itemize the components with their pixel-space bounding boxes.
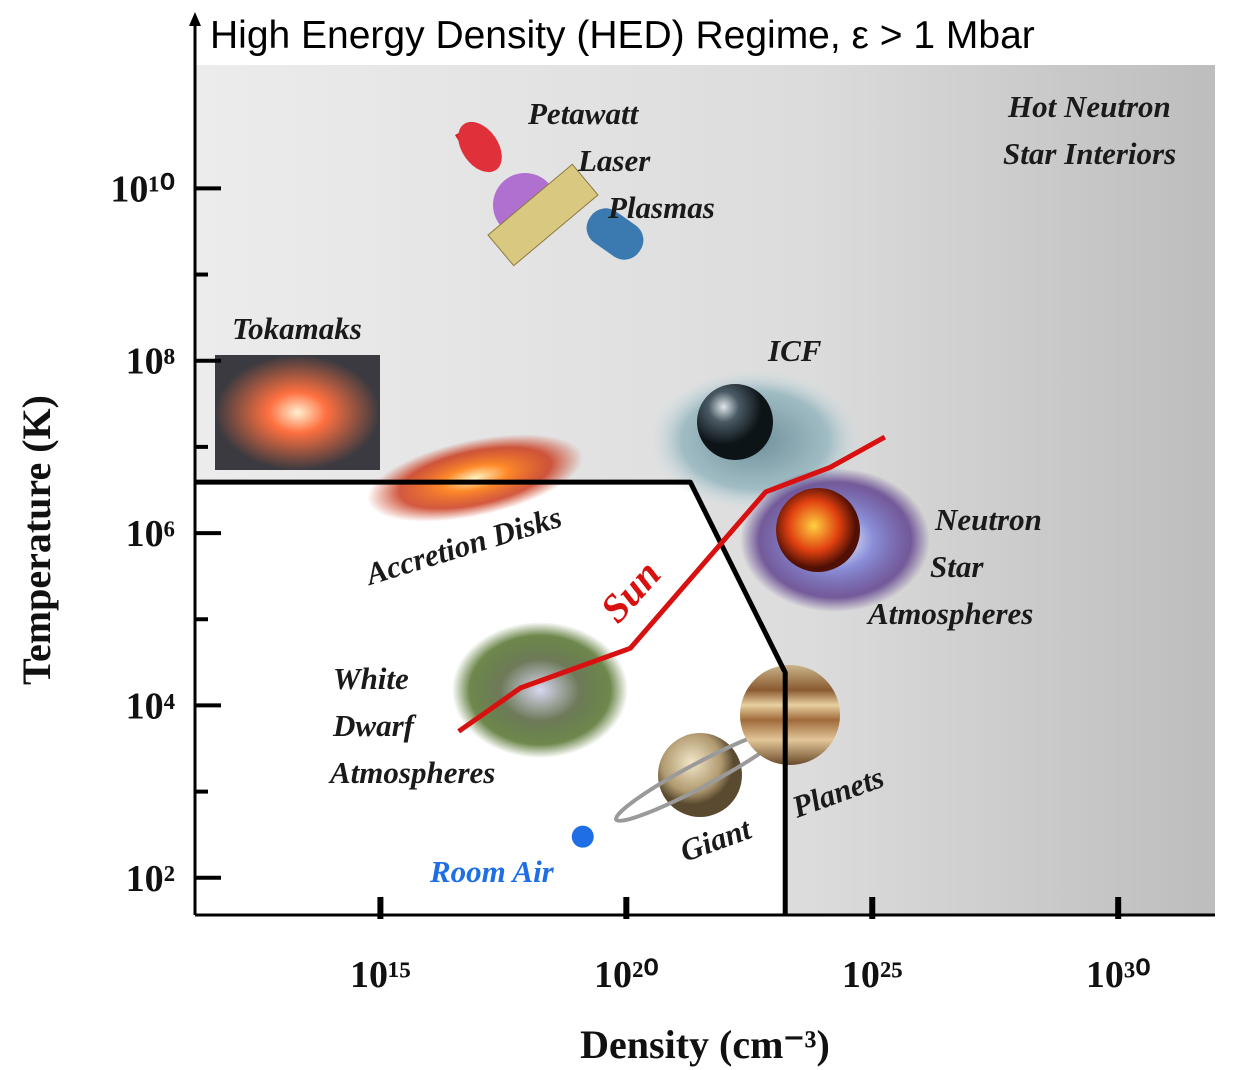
x-tick-label: 10¹⁵ — [350, 954, 411, 996]
annotation: Dwarf — [332, 708, 417, 743]
plasma-plume-art — [586, 208, 644, 260]
annotation: Tokamaks — [232, 311, 362, 346]
annotation: Star — [930, 549, 984, 584]
series-label: Room Air — [429, 854, 555, 889]
annotation: Atmospheres — [866, 596, 1033, 631]
annotation: White — [333, 661, 409, 696]
y-tick-label: 10¹⁰ — [110, 168, 175, 210]
accretion-disk-art — [367, 434, 583, 522]
annotation: Laser — [577, 143, 651, 178]
annotation: Neutron — [934, 502, 1042, 537]
laser-cone-art — [458, 121, 502, 173]
annotation: Star Interiors — [1003, 136, 1176, 171]
icf-capsule-art — [697, 384, 773, 460]
y-tick-label: 10⁶ — [126, 513, 175, 555]
tokamak-art — [215, 355, 380, 470]
annotation: Atmospheres — [328, 755, 495, 790]
annotation: ICF — [767, 333, 822, 368]
x-tick-label: 10³⁰ — [1086, 954, 1151, 996]
y-tick-label: 10⁴ — [126, 685, 176, 727]
boundary-line — [195, 479, 788, 915]
y-tick-label: 10⁸ — [126, 341, 175, 383]
plate-art — [487, 163, 599, 267]
x-tick-label: 10²⁰ — [594, 954, 659, 996]
data-point — [571, 825, 594, 848]
x-axis-label: Density (cm⁻³) — [580, 1022, 830, 1067]
white-dwarf-art — [452, 622, 628, 758]
annotation: Petawatt — [527, 96, 640, 131]
y-tick-label: 10² — [126, 858, 175, 900]
saturn-art — [658, 733, 742, 817]
x-tick-label: 10²⁵ — [842, 954, 903, 996]
series-line — [457, 434, 887, 734]
jupiter-art — [740, 665, 840, 765]
y-axis-label: Temperature (K) — [14, 395, 59, 685]
annotation: Plasmas — [607, 190, 715, 225]
y-axis-arrow — [189, 12, 201, 26]
neutron-star-ball-art — [776, 488, 860, 572]
annotation: Hot Neutron — [1007, 89, 1171, 124]
illustrations — [215, 121, 930, 823]
chart-title: High Energy Density (HED) Regime, ε > 1 … — [210, 14, 1035, 57]
